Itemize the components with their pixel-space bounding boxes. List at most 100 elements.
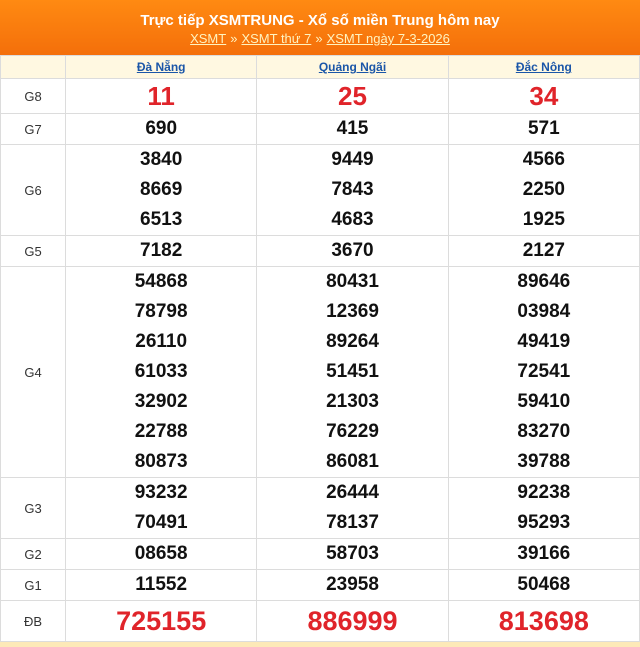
result-cell: 92238 95293 bbox=[447, 477, 640, 539]
result-number: 49419 bbox=[517, 331, 571, 352]
result-cell: 886999 bbox=[256, 600, 449, 642]
result-number: 26444 bbox=[326, 482, 379, 503]
result-cell: 89646 03984 49419 72541 59410 83270 39788 bbox=[447, 266, 640, 478]
results-table: Đà Nẵng Quảng Ngãi Đắc Nông G8 11 25 34 G7 690 4… bbox=[0, 55, 640, 642]
result-number: 54868 bbox=[134, 271, 188, 292]
result-number: 70491 bbox=[134, 512, 188, 533]
prize-label: G1 bbox=[0, 569, 66, 601]
prize-label: G5 bbox=[0, 235, 66, 267]
result-number: 4683 bbox=[331, 209, 374, 230]
prize-row: G3 93232 70491 26444 78137 92238 95293 bbox=[0, 477, 640, 539]
result-cell: 23958 bbox=[256, 569, 449, 601]
separator: » bbox=[230, 31, 238, 46]
prize-row: ĐB 725155 886999 813698 bbox=[0, 600, 640, 642]
result-number: 34 bbox=[529, 81, 559, 111]
result-number: 12369 bbox=[326, 301, 379, 322]
separator: » bbox=[315, 31, 323, 46]
corner bbox=[0, 55, 66, 79]
result-number: 80873 bbox=[134, 451, 188, 472]
result-number: 9449 bbox=[331, 149, 374, 170]
result-number: 92238 bbox=[517, 482, 571, 503]
result-cell: 3670 bbox=[256, 235, 449, 267]
breadcrumb-link[interactable]: XSMT ngày 7-3-2026 bbox=[326, 31, 450, 46]
prize-row: G4 54868 78798 26110 61033 32902 22788 80873 804… bbox=[0, 266, 640, 478]
result-number: 2250 bbox=[522, 179, 565, 200]
prize-label: G3 bbox=[0, 477, 66, 539]
column-header-row: Đà Nẵng Quảng Ngãi Đắc Nông bbox=[0, 55, 640, 79]
result-number: 25 bbox=[338, 81, 367, 111]
result-number: 11 bbox=[147, 81, 175, 111]
prize-row: G8 11 25 34 bbox=[0, 78, 640, 114]
result-cell: 26444 78137 bbox=[256, 477, 449, 539]
result-number: 26110 bbox=[135, 331, 188, 352]
prize-row: G1 11552 23958 50468 bbox=[0, 569, 640, 601]
result-number: 78798 bbox=[134, 301, 188, 322]
breadcrumb: XSMT» XSMT thứ 7» XSMT ngày 7-3-2026 bbox=[0, 30, 640, 48]
prize-label: G6 bbox=[0, 144, 66, 236]
prize-label: G2 bbox=[0, 538, 66, 570]
result-number: 39166 bbox=[517, 543, 571, 564]
result-number: 95293 bbox=[517, 512, 571, 533]
result-cell: 3840 8669 6513 bbox=[64, 144, 258, 236]
result-number: 8669 bbox=[140, 179, 183, 200]
result-number: 72541 bbox=[517, 361, 571, 382]
prize-row: G2 08658 58703 39166 bbox=[0, 538, 640, 570]
prize-label: ĐB bbox=[0, 600, 66, 642]
prize-label: G4 bbox=[0, 266, 66, 478]
result-number: 11552 bbox=[135, 574, 188, 595]
column-header[interactable]: Đắc Nông bbox=[447, 55, 640, 79]
result-cell: 415 bbox=[256, 113, 449, 145]
result-number: 89264 bbox=[326, 331, 379, 352]
result-number: 86081 bbox=[326, 451, 379, 472]
result-cell: 690 bbox=[64, 113, 258, 145]
result-cell: 39166 bbox=[447, 538, 640, 570]
result-cell: 93232 70491 bbox=[64, 477, 258, 539]
result-cell: 571 bbox=[447, 113, 640, 145]
result-cell: 58703 bbox=[256, 538, 449, 570]
result-number: 78137 bbox=[326, 512, 379, 533]
result-number: 83270 bbox=[517, 421, 571, 442]
prize-label: G7 bbox=[0, 113, 66, 145]
prize-row: G5 7182 3670 2127 bbox=[0, 235, 640, 267]
result-cell: 11 bbox=[64, 78, 258, 114]
result-cell: 80431 12369 89264 51451 21303 76229 86081 bbox=[256, 266, 449, 478]
result-cell: 2127 bbox=[447, 235, 640, 267]
prize-label: G8 bbox=[0, 78, 66, 114]
result-number: 03984 bbox=[517, 301, 571, 322]
breadcrumb-link[interactable]: XSMT bbox=[190, 31, 227, 46]
result-cell: 4566 2250 1925 bbox=[447, 144, 640, 236]
breadcrumb-link[interactable]: XSMT thứ 7 bbox=[241, 31, 312, 46]
result-cell: 54868 78798 26110 61033 32902 22788 80873 bbox=[64, 266, 258, 478]
result-cell: 7182 bbox=[64, 235, 258, 267]
result-number: 08658 bbox=[134, 543, 188, 564]
result-number: 3670 bbox=[331, 240, 374, 261]
result-cell: 725155 bbox=[64, 600, 258, 642]
result-number: 23958 bbox=[326, 574, 379, 595]
column-header[interactable]: Quảng Ngãi bbox=[256, 55, 449, 79]
result-number: 6513 bbox=[140, 209, 183, 230]
result-number: 93232 bbox=[134, 482, 188, 503]
result-number: 22788 bbox=[134, 421, 188, 442]
result-cell: 50468 bbox=[447, 569, 640, 601]
prize-row: G6 3840 8669 6513 9449 7843 4683 4566 2250 1925 bbox=[0, 144, 640, 236]
result-number: 21303 bbox=[326, 391, 379, 412]
result-number: 3840 bbox=[140, 149, 183, 170]
result-cell: 11552 bbox=[64, 569, 258, 601]
result-number: 813698 bbox=[498, 606, 589, 636]
result-number: 415 bbox=[336, 118, 369, 139]
result-cell: 813698 bbox=[447, 600, 640, 642]
result-number: 39788 bbox=[517, 451, 571, 472]
result-number: 51451 bbox=[326, 361, 379, 382]
result-number: 7843 bbox=[331, 179, 374, 200]
prize-row: G7 690 415 571 bbox=[0, 113, 640, 145]
result-number: 59410 bbox=[517, 391, 571, 412]
result-cell: 08658 bbox=[64, 538, 258, 570]
result-number: 1925 bbox=[522, 209, 565, 230]
column-header[interactable]: Đà Nẵng bbox=[64, 55, 258, 79]
result-number: 725155 bbox=[116, 606, 207, 636]
result-number: 690 bbox=[145, 118, 178, 139]
result-number: 886999 bbox=[307, 606, 398, 636]
result-number: 80431 bbox=[326, 271, 379, 292]
result-number: 58703 bbox=[326, 543, 379, 564]
